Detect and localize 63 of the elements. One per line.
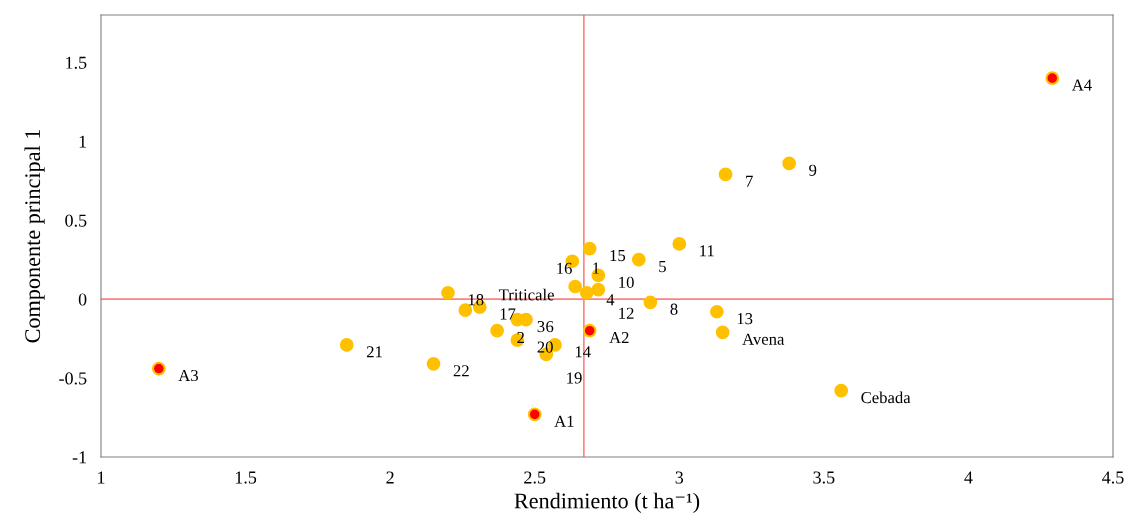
x-tick-label: 3.5 xyxy=(813,471,835,484)
point xyxy=(782,156,797,171)
point xyxy=(643,295,658,310)
point xyxy=(710,304,724,319)
annotation: Cebada xyxy=(861,391,911,404)
annotation: A1 xyxy=(554,415,574,427)
x-tick-label: 3 xyxy=(675,471,684,484)
y-tick-label: 1 xyxy=(79,135,87,148)
annotation: 8 xyxy=(670,303,678,315)
annotation: 4 xyxy=(606,294,615,306)
y-tick-label: 1.5 xyxy=(66,56,87,69)
annotation: 12 xyxy=(619,307,634,319)
annotation: 16 xyxy=(557,262,572,275)
annotation: 2 xyxy=(517,332,524,344)
annotation: 15 xyxy=(610,249,626,262)
point xyxy=(490,323,504,338)
annotation: 17 xyxy=(500,308,516,320)
annotation: 19 xyxy=(567,372,582,384)
annotation: A2 xyxy=(609,332,629,344)
annotation: 13 xyxy=(737,313,753,325)
annotation: 10 xyxy=(619,276,634,288)
point xyxy=(718,167,733,182)
point xyxy=(579,285,594,300)
x-tick-label: 1 xyxy=(98,471,105,484)
annotation: 9 xyxy=(809,164,817,176)
y-tick-label: -0.5 xyxy=(59,372,87,385)
x-tick-label: 4.5 xyxy=(1102,471,1124,484)
y-axis-title: Componente principal 1 xyxy=(24,129,45,343)
y-tick-label: -1 xyxy=(72,451,87,464)
y-tick-label: 0.5 xyxy=(65,214,87,227)
annotation: 11 xyxy=(700,245,714,257)
y-tick-label: 0 xyxy=(78,293,87,306)
point xyxy=(582,323,597,338)
point xyxy=(339,338,354,352)
annotation: 14 xyxy=(575,346,591,358)
point xyxy=(1045,71,1060,85)
annotation: A4 xyxy=(1071,79,1092,91)
annotation: Avena xyxy=(742,333,785,345)
x-axis-title: Rendimiento (t ha⁻¹) xyxy=(514,492,700,513)
x-tick-label: 4 xyxy=(964,471,973,484)
x-tick-label: 2 xyxy=(386,471,394,484)
annotation: 5 xyxy=(659,261,666,273)
point xyxy=(151,361,166,376)
point xyxy=(582,241,597,256)
point xyxy=(426,357,441,371)
annotation: 22 xyxy=(453,365,469,377)
annotation: Triticale xyxy=(498,288,554,301)
annotation: 3 xyxy=(537,320,545,333)
annotation: 7 xyxy=(746,175,753,187)
point xyxy=(568,279,583,294)
point xyxy=(715,325,730,340)
point xyxy=(527,407,542,422)
annotation: 6 xyxy=(546,320,554,333)
x-tick-label: 1.5 xyxy=(235,471,257,484)
point xyxy=(519,312,533,327)
point xyxy=(834,383,849,398)
point xyxy=(631,252,646,267)
point xyxy=(672,237,687,251)
annotation: 21 xyxy=(366,346,382,358)
annotation: A3 xyxy=(178,369,198,382)
point xyxy=(591,282,606,297)
x-tick-label: 2.5 xyxy=(524,471,546,484)
point xyxy=(441,285,455,300)
